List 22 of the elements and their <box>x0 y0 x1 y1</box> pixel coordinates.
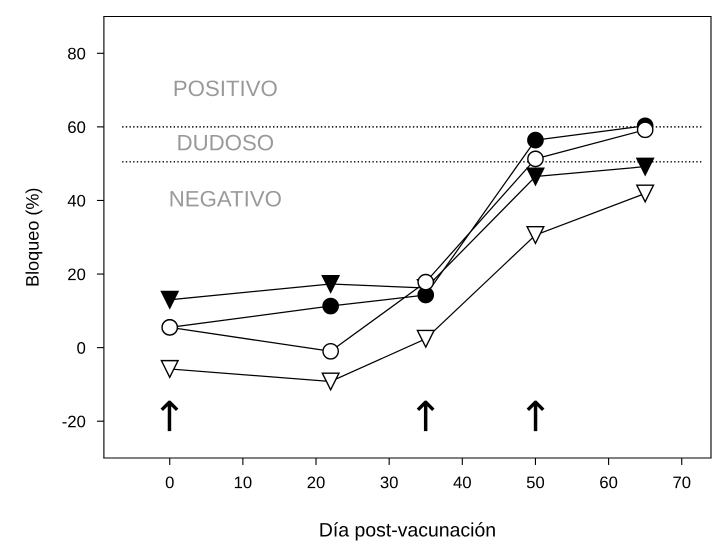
annotation: NEGATIVO <box>170 190 281 207</box>
x-tick-label: 30 <box>380 476 398 488</box>
y-axis-title: Bloqueo (%) <box>25 188 42 286</box>
x-tick-label: 0 <box>166 476 174 488</box>
y-tick-label: 20 <box>68 268 86 280</box>
x-tick-label: 70 <box>673 476 690 488</box>
x-tick-label: 10 <box>234 476 252 488</box>
y-tick-label: 40 <box>68 194 86 207</box>
annotation: DUDOSO <box>178 134 274 150</box>
annotation: ↑ <box>526 400 544 432</box>
y-tick-label: 0 <box>77 342 86 354</box>
x-tick-label: 40 <box>453 476 471 488</box>
annotation: ↑ <box>160 400 178 432</box>
y-tick-label: 60 <box>68 121 86 134</box>
annotation: ↑ <box>416 400 435 432</box>
y-tick-label: 80 <box>68 48 86 60</box>
annotation: POSITIVO <box>174 80 277 96</box>
y-tick-label: -20 <box>62 416 86 428</box>
x-tick-label: 50 <box>526 476 544 488</box>
x-tick-label: 20 <box>308 476 325 488</box>
x-axis-title: Día post-vacunación <box>320 522 495 540</box>
x-tick-label: 60 <box>600 476 618 488</box>
